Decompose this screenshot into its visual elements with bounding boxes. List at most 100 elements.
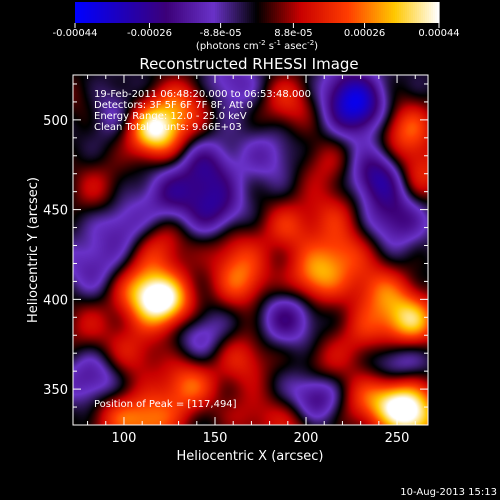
colorbar-cell xyxy=(143,2,146,23)
colorbar-cell xyxy=(381,2,384,23)
colorbar-cell xyxy=(189,2,192,23)
y-tick-label: 450 xyxy=(43,204,68,219)
colorbar-cell xyxy=(245,2,248,23)
colorbar-cell xyxy=(291,2,294,23)
colorbar-cell xyxy=(357,2,360,23)
colorbar-cell xyxy=(145,2,148,23)
colorbar-cell xyxy=(279,2,282,23)
colorbar-cell xyxy=(259,2,262,23)
colorbar-cell xyxy=(239,2,242,23)
colorbar-cell xyxy=(77,2,80,23)
x-tick-label: 150 xyxy=(203,431,228,446)
colorbar-cell xyxy=(161,2,164,23)
colorbar-cell xyxy=(253,2,256,23)
colorbar-cell xyxy=(217,2,220,23)
colorbar-cell xyxy=(101,2,104,23)
colorbar-cell xyxy=(131,2,134,23)
colorbar-cell xyxy=(121,2,124,23)
colorbar-cell xyxy=(127,2,130,23)
y-tick-label: 500 xyxy=(43,114,68,129)
colorbar-cell xyxy=(363,2,366,23)
colorbar-cell xyxy=(105,2,108,23)
colorbar-cell xyxy=(395,2,398,23)
colorbar-cell xyxy=(287,2,290,23)
colorbar xyxy=(75,2,440,23)
colorbar-cell xyxy=(407,2,410,23)
annotation-detectors: Detectors: 3F 5F 6F 7F 8F, Att 0 xyxy=(94,100,253,111)
colorbar-cell xyxy=(383,2,386,23)
colorbar-cell xyxy=(241,2,244,23)
annotation-peak: Position of Peak = [117,494] xyxy=(94,399,237,410)
colorbar-cell xyxy=(427,2,430,23)
colorbar-cell xyxy=(115,2,118,23)
colorbar-cell xyxy=(375,2,378,23)
colorbar-cell xyxy=(295,2,298,23)
colorbar-cell xyxy=(349,2,352,23)
colorbar-cell xyxy=(247,2,250,23)
colorbar-cell xyxy=(229,2,232,23)
colorbar-cell xyxy=(391,2,394,23)
colorbar-cell xyxy=(141,2,144,23)
colorbar-cell xyxy=(297,2,300,23)
colorbar-cell xyxy=(317,2,320,23)
colorbar-cell xyxy=(203,2,206,23)
colorbar-cell xyxy=(413,2,416,23)
colorbar-cell xyxy=(365,2,368,23)
colorbar-cell xyxy=(211,2,214,23)
colorbar-cell xyxy=(433,2,436,23)
colorbar-cell xyxy=(289,2,292,23)
chart-title: Reconstructed RHESSI Image xyxy=(139,55,358,73)
colorbar-cell xyxy=(199,2,202,23)
x-tick-label: 100 xyxy=(112,431,137,446)
colorbar-cell xyxy=(95,2,98,23)
colorbar-cell xyxy=(359,2,362,23)
colorbar-tick-label: 0.00026 xyxy=(344,28,385,39)
colorbar-tick-label: -0.00044 xyxy=(53,28,98,39)
colorbar-cell xyxy=(183,2,186,23)
y-axis-label: Heliocentric Y (arcsec) xyxy=(26,177,41,323)
colorbar-cell xyxy=(233,2,236,23)
colorbar-cell xyxy=(155,2,158,23)
colorbar-cell xyxy=(275,2,278,23)
colorbar-tick-label: -8.8e-05 xyxy=(200,28,242,39)
colorbar-cell xyxy=(219,2,222,23)
colorbar-cell xyxy=(201,2,204,23)
colorbar-cell xyxy=(83,2,86,23)
colorbar-cell xyxy=(271,2,274,23)
heatmap-area xyxy=(73,75,428,425)
colorbar-cell xyxy=(431,2,434,23)
colorbar-cell xyxy=(227,2,230,23)
colorbar-units: (photons cm-2 s-1 asec-2) xyxy=(196,39,318,52)
colorbar-cell xyxy=(421,2,424,23)
colorbar-cell xyxy=(285,2,288,23)
colorbar-cell xyxy=(167,2,170,23)
annotation-time: 19-Feb-2011 06:48:20.000 to 06:53:48.000 xyxy=(94,89,311,100)
colorbar-cell xyxy=(157,2,160,23)
colorbar-cell xyxy=(361,2,364,23)
colorbar-cell xyxy=(329,2,332,23)
colorbar-cell xyxy=(221,2,224,23)
colorbar-cell xyxy=(373,2,376,23)
colorbar-cell xyxy=(237,2,240,23)
colorbar-cell xyxy=(379,2,382,23)
colorbar-cell xyxy=(103,2,106,23)
colorbar-cell xyxy=(213,2,216,23)
colorbar-cell xyxy=(415,2,418,23)
colorbar-cell xyxy=(243,2,246,23)
colorbar-cell xyxy=(137,2,140,23)
axis-ticks: 100 150 200 250 350 400 450 500 xyxy=(43,75,428,446)
colorbar-cell xyxy=(223,2,226,23)
x-tick-label: 250 xyxy=(385,431,410,446)
colorbar-cell xyxy=(411,2,414,23)
colorbar-cell xyxy=(423,2,426,23)
colorbar-cell xyxy=(337,2,340,23)
colorbar-cell xyxy=(215,2,218,23)
colorbar-cell xyxy=(179,2,182,23)
colorbar-cell xyxy=(263,2,266,23)
colorbar-cell xyxy=(327,2,330,23)
colorbar-cell xyxy=(403,2,406,23)
colorbar-cell xyxy=(207,2,210,23)
colorbar-cell xyxy=(307,2,310,23)
colorbar-cell xyxy=(309,2,312,23)
